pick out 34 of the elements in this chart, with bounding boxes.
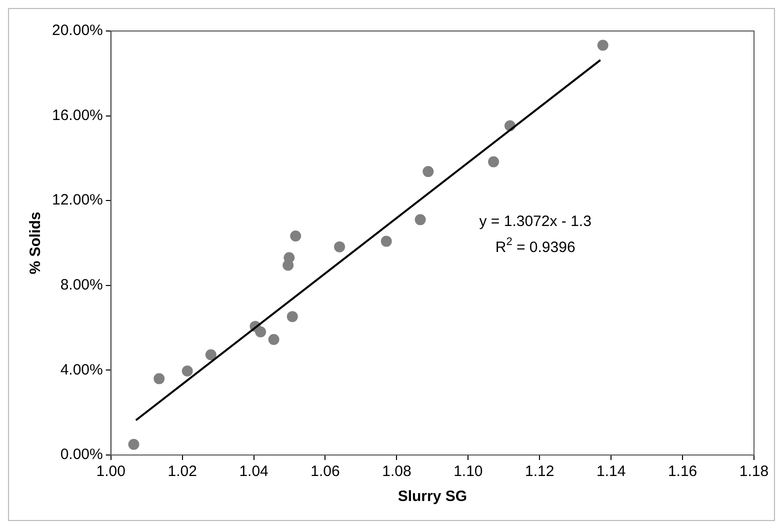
y-tick-label: 16.00% — [52, 106, 103, 124]
x-tick-label: 1.00 — [96, 463, 126, 480]
point — [290, 230, 302, 242]
point — [414, 214, 426, 226]
point — [205, 349, 216, 360]
y-tick-label: 4.00% — [60, 361, 103, 378]
y-tick-label: 12.00% — [52, 192, 103, 209]
x-tick-label: 1.16 — [668, 463, 698, 480]
point — [255, 326, 266, 338]
x-tick-label: 1.18 — [739, 463, 769, 480]
y-tick-label: 0.00% — [60, 446, 103, 464]
point — [182, 366, 193, 377]
point — [380, 236, 392, 247]
y-axis-title: % Solids — [27, 212, 44, 274]
annotation: y = 1.3072x - 1.3 — [479, 213, 592, 230]
x-tick-label: 1.06 — [310, 463, 340, 480]
x-tick-label: 1.08 — [382, 463, 412, 480]
y-tick-label: 8.00% — [60, 276, 103, 294]
x-tick-label: 1.04 — [239, 463, 268, 480]
point — [597, 40, 608, 51]
point — [286, 311, 298, 322]
point — [268, 334, 280, 345]
x-axis-title: Slurry SG — [398, 488, 468, 506]
point — [128, 438, 140, 450]
x-tick-label: 1.02 — [168, 463, 197, 480]
point — [154, 373, 165, 384]
x-tick-label: 1.14 — [596, 463, 626, 480]
point — [284, 252, 295, 264]
point — [488, 156, 500, 168]
point — [334, 241, 346, 252]
y-tick-label: 20.00% — [52, 22, 103, 40]
point — [422, 166, 434, 178]
x-tick-label: 1.10 — [454, 463, 483, 480]
x-tick-label: 1.12 — [525, 463, 554, 480]
